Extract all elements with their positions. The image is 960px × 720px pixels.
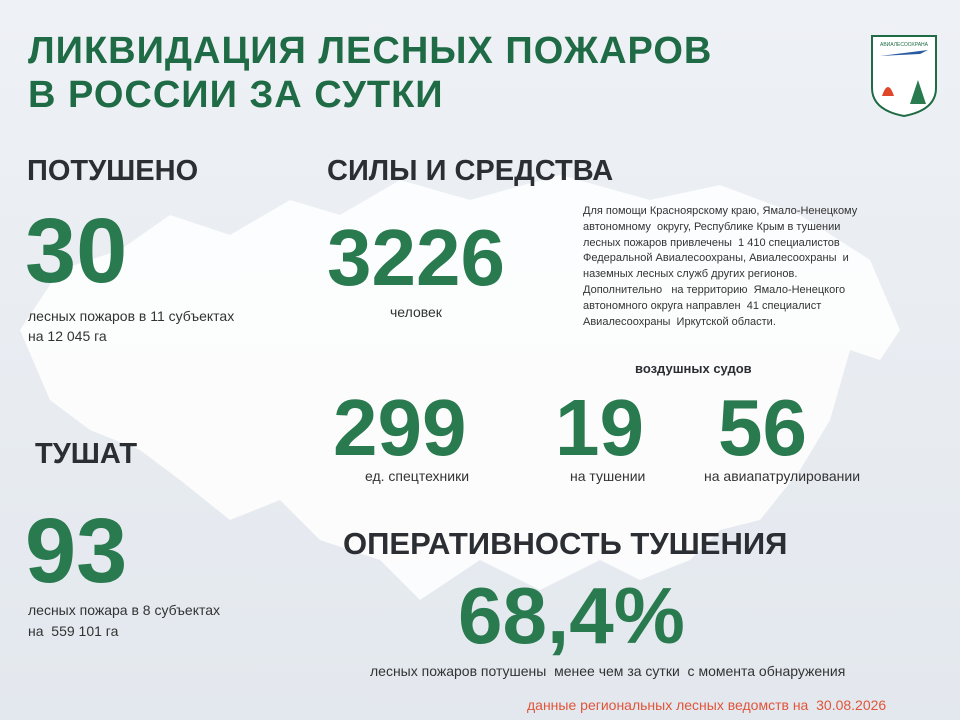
burning-line: лесных пожара в 8 субъектах	[28, 602, 221, 618]
description-line: наземных лесных служб других регионов.	[583, 268, 798, 281]
extinguished-line: на 12 045 га	[28, 328, 107, 344]
description-line: Федеральной Авиалесоохраны, Авиалесоохра…	[583, 252, 849, 265]
aircraft-firefighting-label: на тушении	[570, 468, 646, 484]
title-line: В РОССИИ ЗА СУТКИ	[28, 74, 444, 116]
forces-description: Для помощи Красноярскому краю, Ямало-Нен…	[583, 204, 857, 330]
extinguished-line: лесных пожаров в 11 субъектах	[28, 308, 235, 324]
description-line: Дополнительно на территорию Ямало-Ненецк…	[583, 283, 846, 296]
equipment-label: ед. спецтехники	[365, 468, 470, 484]
aircraft-patrol-label: на авиапатрулировании	[704, 468, 861, 484]
people-number: 3226	[327, 213, 505, 302]
burning-number: 93	[25, 500, 128, 602]
description-line: Авиалесоохраны Иркутской области.	[583, 315, 776, 328]
aircraft-heading: воздушных судов	[635, 361, 752, 376]
russia-silhouette	[20, 175, 900, 600]
title-line: ЛИКВИДАЦИЯ ЛЕСНЫХ ПОЖАРОВ	[28, 30, 713, 72]
logo-plane	[880, 50, 928, 56]
logo: АВИАЛЕСООХРАНА	[871, 35, 937, 118]
footer-note: данные региональных лесных ведомств на 3…	[527, 697, 887, 713]
forces-heading: СИЛЫ И СРЕДСТВА	[327, 155, 614, 187]
efficiency-heading: ОПЕРАТИВНОСТЬ ТУШЕНИЯ	[343, 526, 788, 561]
extinguished-number: 30	[25, 200, 128, 302]
people-label: человек	[390, 304, 442, 320]
efficiency-caption: лесных пожаров потушены менее чем за сут…	[370, 663, 846, 679]
aircraft-firefighting-number: 19	[555, 383, 644, 472]
description-line: Для помощи Красноярскому краю, Ямало-Нен…	[583, 205, 858, 217]
aircraft-patrol-number: 56	[718, 383, 807, 472]
extinguished-heading: ПОТУШЕНО	[27, 155, 199, 187]
logo-text: АВИАЛЕСООХРАНА	[880, 42, 929, 48]
description-line: автономного округа направлен 41 специали…	[583, 299, 822, 312]
logo-tree	[910, 80, 926, 104]
burning-line: на 559 101 га	[28, 623, 119, 639]
description-line: автономному округу, Республике Крым в ту…	[583, 220, 841, 233]
logo-shield	[871, 35, 937, 118]
efficiency-number: 68,4%	[458, 571, 685, 660]
description-line: лесных пожаров привлечены 1 410 специали…	[583, 236, 840, 249]
burning-heading: ТУШАТ	[35, 438, 138, 470]
logo-flame	[882, 87, 894, 96]
equipment-number: 299	[333, 383, 467, 472]
